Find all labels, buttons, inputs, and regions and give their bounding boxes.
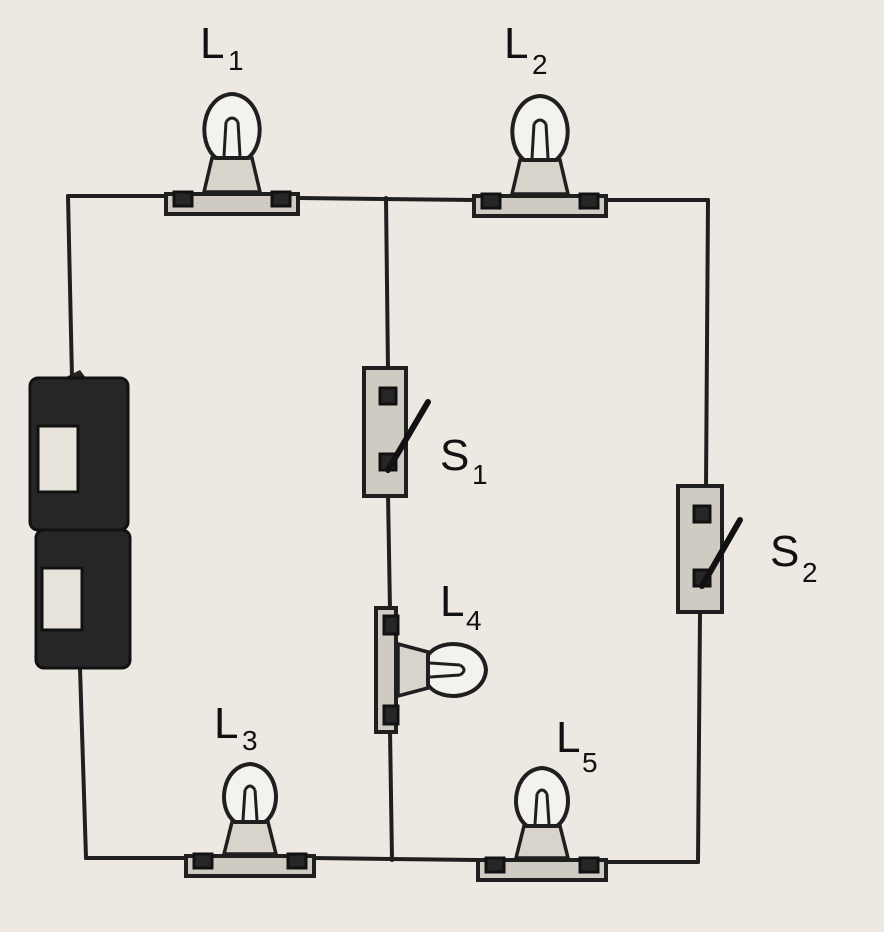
wire-left-lower	[78, 666, 88, 860]
bulb-l1	[164, 91, 300, 216]
label-l5-main: L	[556, 713, 580, 762]
label-l3-main: L	[214, 699, 238, 748]
wire-mid-lower	[388, 728, 394, 862]
label-l2-sub: 2	[532, 49, 548, 80]
label-s1-sub: 1	[472, 459, 488, 490]
label-s2-sub: 2	[802, 557, 818, 588]
label-l3-sub: 3	[242, 725, 258, 756]
label-l5-sub: 5	[582, 747, 598, 778]
label-l4-sub: 4	[466, 605, 482, 636]
label-s1-main: S	[440, 431, 469, 480]
label-s2-main: S	[770, 527, 799, 576]
bulb-l4	[374, 606, 489, 734]
bulb-l5	[476, 765, 608, 882]
wire-bottom-middle	[310, 856, 480, 862]
wire-right-upper	[704, 198, 710, 490]
label-l2: L 2	[504, 19, 548, 80]
label-s2: S 2	[770, 527, 818, 588]
switch-s1	[362, 366, 431, 498]
battery	[28, 370, 132, 670]
wire-mid-upper	[384, 196, 390, 372]
label-l4: L 4	[440, 577, 482, 636]
wire-left-upper	[66, 194, 74, 380]
label-l1-main: L	[200, 19, 224, 68]
bulb-l3	[184, 761, 316, 878]
label-l1: L 1	[200, 19, 244, 76]
label-l5: L 5	[556, 713, 598, 778]
label-l4-main: L	[440, 577, 464, 626]
wires	[66, 194, 710, 864]
label-l3: L 3	[214, 699, 258, 756]
wire-mid-center	[386, 492, 392, 612]
label-l2-main: L	[504, 19, 528, 68]
switch-s2	[676, 484, 743, 614]
wire-right-lower	[696, 610, 702, 864]
label-s1: S 1	[440, 431, 488, 490]
label-l1-sub: 1	[228, 45, 244, 76]
bulb-l2	[472, 93, 608, 218]
